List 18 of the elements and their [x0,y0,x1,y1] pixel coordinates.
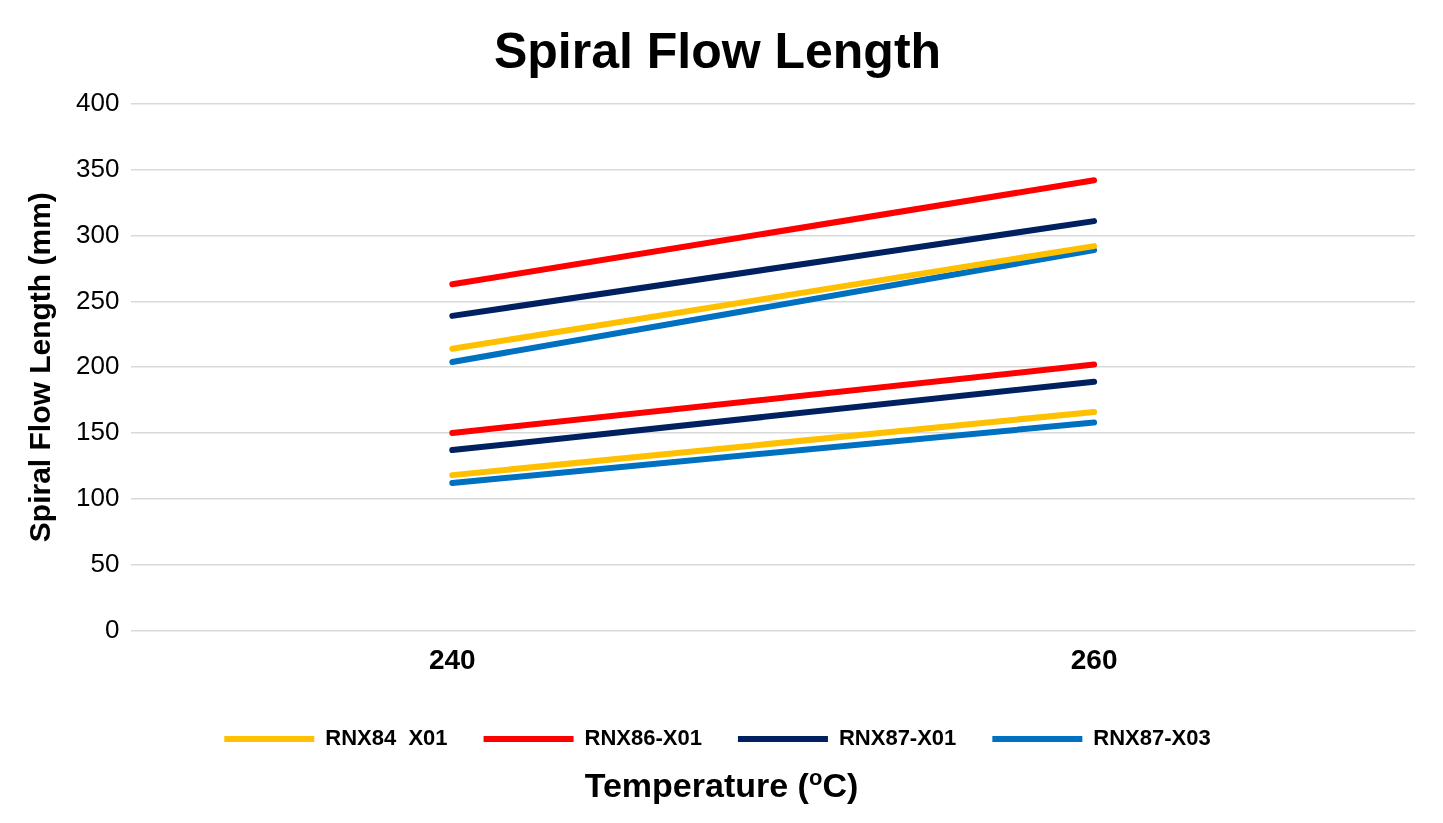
y-tick-label: 300 [75,218,120,249]
y-tick-label: 150 [75,416,120,447]
y-tick-label: 250 [75,284,120,315]
y-tick-label: 350 [75,152,120,183]
legend-label: RNX87-X01 [838,725,957,751]
x-axis-title: Temperature ($^{o}$C) [583,765,860,806]
y-tick-label: 0 [104,613,120,644]
chart-title: Spiral Flow Length [493,22,942,79]
legend-label: RNX86-X01 [584,725,702,751]
legend-label: RNX84 X01 [325,725,448,751]
legend-label: RNX87-X03 [1093,725,1211,751]
y-tick-label: 100 [75,481,120,512]
x-tick-label: 240 [428,643,476,675]
y-tick-label: 400 [75,87,120,118]
x-tick-label: 260 [1070,643,1118,675]
y-tick-label: 200 [75,350,120,381]
y-tick-label: 50 [90,547,120,578]
y-axis-title: Spiral Flow Length (mm) [23,192,57,543]
